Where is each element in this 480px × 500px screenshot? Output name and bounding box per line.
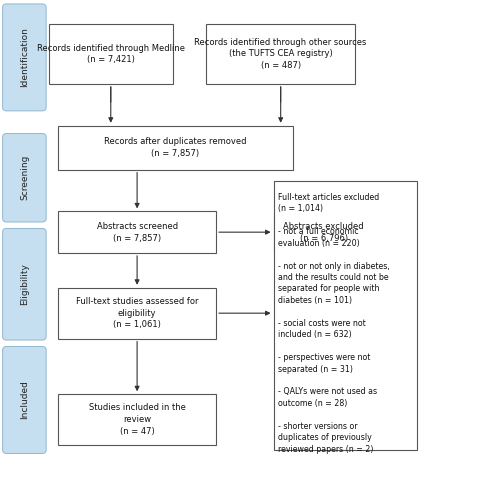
Text: Identification: Identification	[20, 28, 29, 88]
Text: Records identified through Medline
(n = 7,421): Records identified through Medline (n = …	[37, 44, 185, 64]
FancyBboxPatch shape	[2, 134, 46, 222]
Text: Full-text articles excluded
(n = 1,014)

- not a full economic
evaluation (n = 2: Full-text articles excluded (n = 1,014) …	[278, 193, 390, 454]
Text: Records identified through other sources
(the TUFTS CEA registry)
(n = 487): Records identified through other sources…	[194, 38, 367, 70]
Text: Abstracts screened
(n = 7,857): Abstracts screened (n = 7,857)	[96, 222, 178, 242]
Text: Studies included in the
review
(n = 47): Studies included in the review (n = 47)	[89, 404, 186, 436]
FancyBboxPatch shape	[206, 24, 355, 84]
Text: Screening: Screening	[20, 155, 29, 200]
Text: Full-text studies assessed for
eligibility
(n = 1,061): Full-text studies assessed for eligibili…	[76, 297, 198, 330]
Text: Eligibility: Eligibility	[20, 264, 29, 305]
FancyBboxPatch shape	[48, 24, 173, 84]
FancyBboxPatch shape	[58, 288, 216, 339]
FancyBboxPatch shape	[58, 394, 216, 445]
FancyBboxPatch shape	[2, 228, 46, 340]
FancyBboxPatch shape	[58, 126, 293, 170]
FancyBboxPatch shape	[274, 181, 417, 450]
FancyBboxPatch shape	[274, 214, 374, 250]
FancyBboxPatch shape	[2, 4, 46, 111]
FancyBboxPatch shape	[58, 212, 216, 253]
FancyBboxPatch shape	[2, 346, 46, 454]
Text: Abstracts excluded
(n = 6,796): Abstracts excluded (n = 6,796)	[284, 222, 364, 242]
Text: Records after duplicates removed
(n = 7,857): Records after duplicates removed (n = 7,…	[104, 138, 247, 158]
Text: Included: Included	[20, 380, 29, 420]
